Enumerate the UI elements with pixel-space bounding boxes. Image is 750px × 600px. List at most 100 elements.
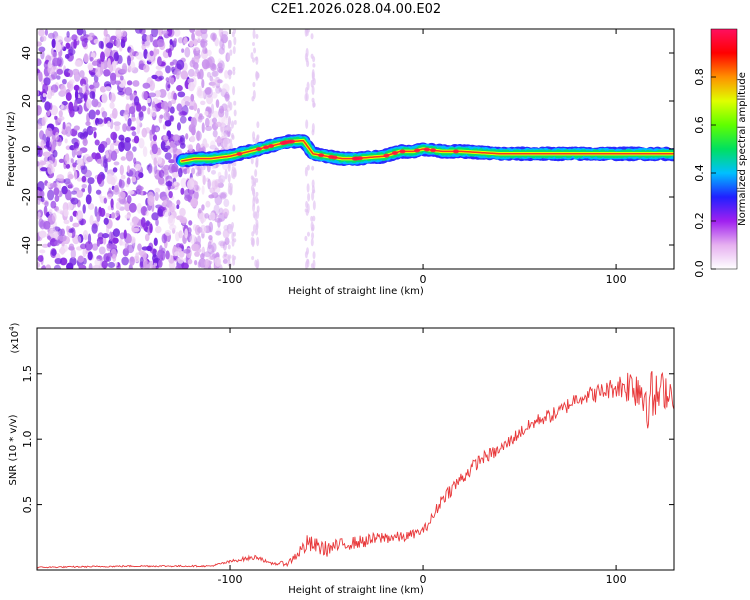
streak-blob bbox=[256, 134, 260, 140]
noise-blob bbox=[37, 69, 41, 74]
noise-blob bbox=[131, 227, 140, 233]
noise-blob bbox=[197, 208, 202, 214]
noise-blob bbox=[90, 127, 97, 132]
noise-blob bbox=[161, 196, 169, 202]
noise-blob bbox=[188, 144, 193, 152]
noise-blob bbox=[111, 108, 118, 119]
streak-blob bbox=[232, 69, 236, 76]
noise-blob bbox=[121, 256, 129, 266]
noise-blob bbox=[184, 100, 190, 107]
streak-blob bbox=[231, 120, 235, 129]
noise-blob bbox=[40, 50, 45, 60]
signal-hotspot bbox=[356, 156, 363, 161]
noise-blob bbox=[180, 187, 185, 195]
streak-blob bbox=[305, 200, 309, 209]
noise-blob bbox=[96, 118, 104, 125]
noise-blob bbox=[219, 31, 224, 42]
noise-blob bbox=[56, 75, 61, 80]
noise-blob bbox=[106, 243, 113, 249]
spectrogram-signal-trace bbox=[175, 134, 674, 168]
noise-blob bbox=[133, 157, 137, 164]
noise-blob bbox=[212, 110, 220, 119]
colorbar-tick-label: 0.2 bbox=[693, 212, 706, 230]
noise-blob bbox=[37, 161, 40, 167]
noise-blob bbox=[100, 140, 108, 149]
noise-blob bbox=[37, 198, 41, 205]
noise-blob bbox=[192, 38, 198, 47]
noise-blob bbox=[188, 220, 193, 226]
noise-blob bbox=[145, 210, 149, 217]
noise-blob bbox=[114, 262, 118, 267]
noise-blob bbox=[163, 199, 168, 206]
noise-blob bbox=[143, 260, 150, 269]
noise-blob bbox=[197, 226, 203, 234]
noise-blob bbox=[129, 221, 135, 227]
noise-blob bbox=[142, 146, 148, 158]
noise-blob bbox=[163, 111, 171, 121]
noise-blob bbox=[180, 177, 188, 189]
noise-blob bbox=[73, 125, 80, 131]
noise-blob bbox=[88, 263, 93, 269]
noise-blob bbox=[190, 198, 199, 208]
snr-y-tick-label: 0.5 bbox=[21, 496, 34, 514]
noise-blob bbox=[67, 48, 76, 56]
noise-blob bbox=[218, 29, 224, 38]
noise-blob bbox=[225, 93, 231, 101]
streak-blob bbox=[232, 204, 236, 212]
noise-blob bbox=[191, 167, 196, 175]
streak-blob bbox=[229, 101, 233, 111]
noise-blob bbox=[193, 48, 197, 56]
noise-blob bbox=[58, 234, 67, 242]
noise-blob bbox=[161, 30, 169, 35]
streak-blob bbox=[227, 173, 231, 183]
noise-blob bbox=[80, 165, 86, 170]
noise-blob bbox=[81, 184, 87, 189]
noise-blob bbox=[162, 123, 167, 130]
noise-blob bbox=[179, 207, 186, 217]
noise-blob bbox=[177, 91, 186, 98]
spectrogram-x-tick-label: 0 bbox=[420, 273, 427, 286]
noise-blob bbox=[219, 241, 226, 249]
noise-blob bbox=[181, 98, 186, 107]
noise-blob bbox=[123, 229, 127, 239]
snr-line-group bbox=[37, 371, 674, 569]
noise-blob bbox=[178, 230, 183, 239]
noise-blob bbox=[149, 223, 153, 234]
noise-blob bbox=[212, 129, 218, 138]
noise-blob bbox=[64, 138, 68, 144]
noise-blob bbox=[128, 168, 137, 177]
noise-blob bbox=[215, 138, 223, 143]
noise-blob bbox=[41, 243, 49, 248]
noise-blob bbox=[86, 98, 92, 110]
noise-blob bbox=[84, 89, 90, 96]
noise-blob bbox=[77, 131, 84, 138]
noise-blob bbox=[49, 182, 58, 188]
noise-blob bbox=[193, 189, 199, 201]
signal-hotspot bbox=[263, 145, 270, 150]
noise-blob bbox=[89, 56, 94, 62]
noise-blob bbox=[189, 40, 194, 47]
streak-blob bbox=[256, 205, 260, 213]
noise-blob bbox=[60, 245, 65, 255]
noise-blob bbox=[87, 251, 93, 261]
noise-blob bbox=[215, 121, 222, 127]
noise-blob bbox=[91, 60, 98, 66]
noise-blob bbox=[37, 141, 40, 147]
streak-blob bbox=[305, 92, 309, 102]
streak-blob bbox=[306, 258, 310, 268]
streak-blob bbox=[229, 138, 233, 144]
noise-blob bbox=[91, 152, 97, 160]
noise-blob bbox=[120, 137, 125, 149]
noise-blob bbox=[47, 235, 52, 240]
noise-blob bbox=[165, 80, 171, 92]
noise-blob bbox=[68, 101, 74, 112]
streak-blob bbox=[305, 29, 309, 34]
noise-blob bbox=[115, 201, 121, 210]
noise-blob bbox=[87, 177, 95, 185]
noise-blob bbox=[151, 124, 156, 135]
noise-blob bbox=[224, 91, 230, 102]
noise-blob bbox=[149, 130, 153, 142]
noise-blob bbox=[107, 261, 116, 268]
noise-blob bbox=[51, 212, 57, 222]
noise-blob bbox=[202, 174, 206, 186]
